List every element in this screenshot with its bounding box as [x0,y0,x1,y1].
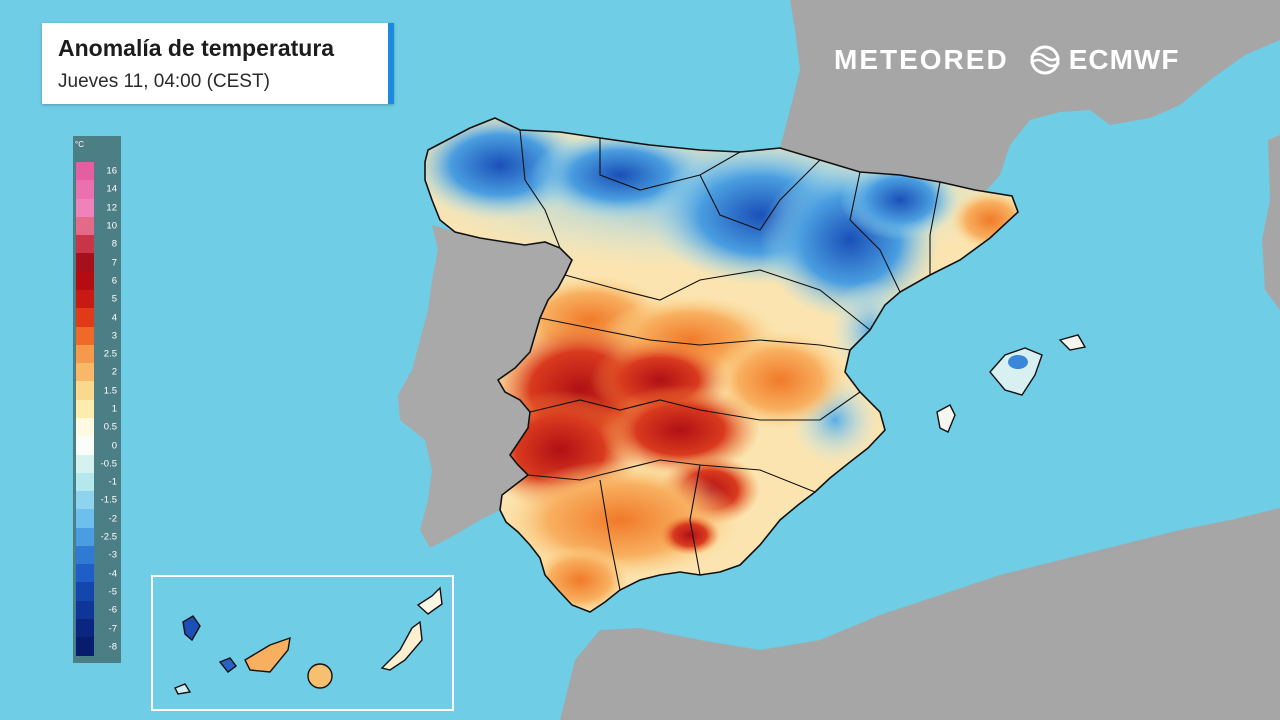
legend-tick-label: 2 [111,366,117,378]
legend-tick-label: 1 [111,403,117,415]
canary-islands-inset [151,575,454,711]
legend-swatch [76,436,94,455]
legend-tick-label: 6 [111,275,117,287]
legend-swatch [76,381,94,400]
ecmwf-logo-icon [1029,45,1060,75]
legend-swatch [76,344,94,364]
legend-tick-label: -0.5 [100,458,117,470]
map-title-card: Anomalía de temperatura Jueves 11, 04:00… [42,23,394,104]
legend-tick-label: 4 [111,312,117,324]
legend-color-bar [76,162,94,656]
legend-swatch [76,454,94,473]
legend-swatch [76,417,94,437]
legend-tick-label: 5 [111,293,117,305]
legend-swatch [76,527,94,546]
legend-swatch [76,600,94,620]
legend-swatch [76,472,94,492]
legend-tick-label: -2 [108,513,117,525]
legend-tick-label: -1 [108,476,117,488]
legend-tick-label: 8 [111,238,117,250]
brand-logos: METEORED ECMWF [834,40,1179,80]
legend-tick-label: -4 [108,568,117,580]
legend-swatch [76,308,94,327]
legend-swatch [76,326,94,345]
legend-tick-label: -7 [108,623,117,635]
legend-swatch [76,180,94,199]
legend-labels: 16 14 12 10 8 7 6 5 4 3 2.5 2 1.5 1 0.5 0 -0.5 -1 -1.5 -2 -2… [95,162,119,656]
legend-tick-label: -5 [108,586,117,598]
legend-swatch [76,399,94,418]
north-africa-land [560,508,1280,720]
legend-swatch [76,363,94,382]
legend-swatch [76,253,94,272]
legend-tick-label: -1.5 [100,494,117,506]
legend-swatch [76,564,94,583]
legend-swatch [76,619,94,638]
meteored-logo: METEORED [834,44,1009,75]
legend-swatch [76,271,94,290]
legend-swatch [76,491,94,510]
legend-tick-label: 3 [111,330,117,342]
legend-tick-label: -6 [108,604,117,616]
legend-tick-label: 16 [106,165,117,177]
spain-outline [424,117,1019,613]
balearic-islands [936,334,1087,433]
legend-tick-label: 10 [106,220,117,232]
legend-swatch [76,216,94,236]
legend-swatch [76,509,94,528]
legend-tick-label: 7 [111,257,117,269]
legend-tick-label: 0.5 [103,421,117,433]
legend-tick-label: 1.5 [103,385,117,397]
legend-swatch [76,637,94,656]
france-land [780,0,1280,192]
legend-tick-label: 14 [106,183,117,195]
portugal-land [398,225,572,548]
legend-swatch [76,198,94,217]
legend-swatch [76,162,94,181]
map-title: Anomalía de temperatura [58,35,335,61]
legend-swatch [76,582,94,601]
legend-tick-label: -8 [108,641,117,653]
legend-swatch [76,545,94,565]
legend-tick-label: -2.5 [100,531,117,543]
legend-tick-label: 12 [106,202,117,214]
color-legend: °C 16 14 12 10 8 7 6 5 4 3 2.5 2 1.5 1 0.5 0 -0.5 -1 -1.5 -… [73,136,121,663]
legend-tick-label: 0 [111,440,117,452]
legend-tick-label: -3 [108,549,117,561]
ecmwf-logo: ECMWF [1068,44,1180,75]
canary-islands [174,586,443,695]
legend-tick-label: 2.5 [103,348,117,360]
legend-swatch [76,289,94,309]
map-timestamp: Jueves 11, 04:00 (CEST) [58,71,270,92]
region-borders [519,129,941,591]
legend-swatch [76,235,94,254]
legend-unit: °C [75,140,84,149]
